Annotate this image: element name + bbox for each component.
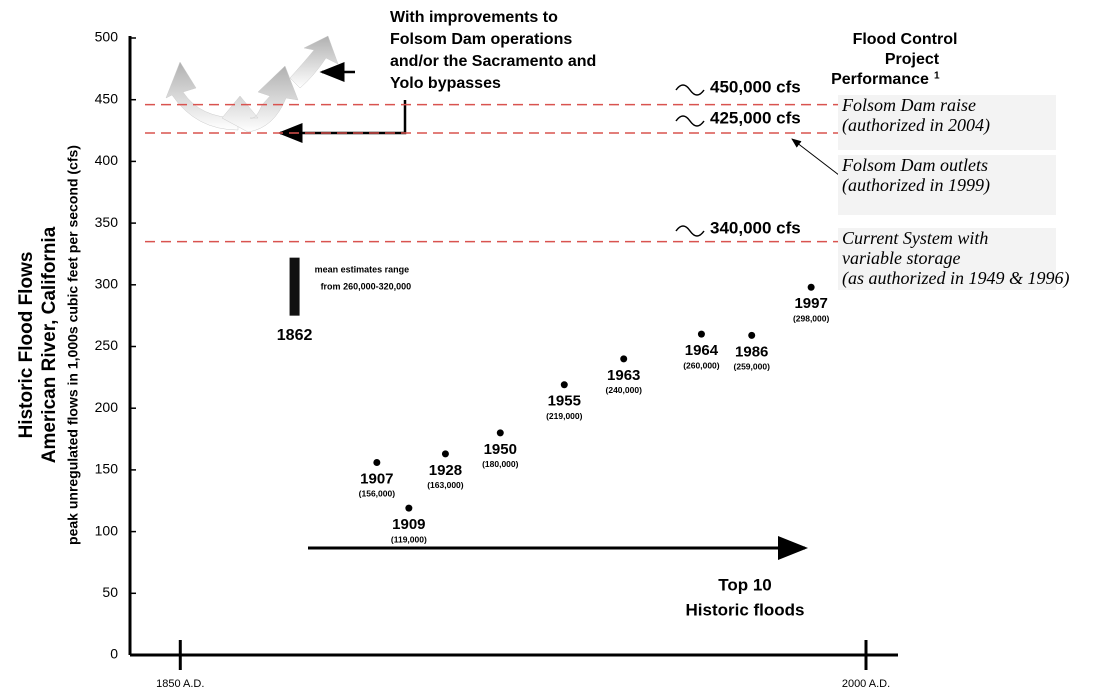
data-point [442, 450, 449, 457]
value-label: (219,000) [546, 411, 583, 421]
reference-label: 450,000 cfs [710, 77, 801, 96]
value-label: (156,000) [359, 489, 396, 499]
value-label: (163,000) [427, 480, 464, 490]
reference-description: (as authorized in 1949 & 1996) [842, 268, 1070, 289]
annotation: Yolo bypasses [390, 75, 501, 92]
data-point [748, 332, 755, 339]
header: Project [885, 51, 940, 68]
tilde [676, 116, 704, 126]
reference-description: (authorized in 2004) [842, 115, 990, 136]
trend-label: Top 10 [718, 575, 772, 594]
header: Flood Control [853, 31, 958, 48]
value-label: (259,000) [734, 362, 771, 372]
y-tick-label: 450 [95, 90, 119, 106]
data-point [373, 459, 380, 466]
y-tick-label: 200 [95, 399, 119, 415]
annotation: Folsom Dam operations [390, 31, 572, 48]
data-point [698, 331, 705, 338]
data-point [808, 284, 815, 291]
y-tick-label: 350 [95, 214, 119, 230]
point-label: 1950 [484, 441, 517, 458]
y-tick-label: 0 [110, 646, 118, 662]
point-label: 1928 [429, 462, 462, 479]
y-tick-label: 150 [95, 461, 119, 477]
range-bar [290, 258, 300, 316]
reference-label: 340,000 cfs [710, 218, 801, 237]
y-axis-title: American River, California [39, 226, 60, 463]
reference-description: Folsom Dam raise [841, 95, 976, 115]
x-tick-label: 1850 A.D. [156, 678, 204, 690]
point-label: 1986 [735, 343, 768, 360]
range-label: 1862 [277, 327, 313, 344]
tilde [676, 226, 704, 236]
chart: Historic Flood FlowsAmerican River, Cali… [0, 0, 1109, 692]
y-tick-label: 100 [95, 522, 119, 538]
y-tick-label: 500 [95, 29, 119, 45]
header: Performance [831, 71, 929, 88]
value-label: (240,000) [606, 385, 643, 395]
y-tick-label: 400 [95, 152, 119, 168]
data-point [620, 355, 627, 362]
y-tick-label: 300 [95, 276, 119, 292]
point-label: 1997 [794, 295, 827, 312]
point-label: 1955 [548, 393, 581, 410]
y-axis-title: peak unregulated flows in 1,000s cubic f… [65, 145, 81, 545]
value-label: (260,000) [683, 360, 720, 370]
data-point [497, 429, 504, 436]
point-label: 1963 [607, 367, 640, 384]
x-tick-label: 2000 A.D. [842, 678, 890, 690]
annotation: With improvements to [390, 9, 558, 26]
point-label: 1909 [392, 516, 425, 533]
reference-label: 425,000 cfs [710, 108, 801, 127]
range-note: from 260,000-320,000 [321, 281, 412, 291]
tilde [676, 85, 704, 95]
point-label: 1964 [685, 342, 719, 359]
page: Historic Flood FlowsAmerican River, Cali… [0, 0, 1109, 692]
y-axis-title: Historic Flood Flows [16, 252, 37, 439]
reference-description: Folsom Dam outlets [841, 155, 988, 175]
y-tick-label: 250 [95, 337, 119, 353]
footnote-marker: 1 [934, 71, 940, 82]
range-note: mean estimates range [315, 264, 410, 274]
trend-label: Historic floods [685, 600, 804, 619]
reference-description: variable storage [842, 248, 961, 268]
improvement-arrows [166, 36, 338, 132]
point-label: 1907 [360, 470, 393, 487]
annotation: and/or the Sacramento and [390, 53, 596, 70]
y-tick-label: 50 [102, 584, 118, 600]
reference-description: Current System with [842, 228, 988, 248]
value-label: (119,000) [391, 534, 427, 544]
reference-description: (authorized in 1999) [842, 175, 990, 196]
value-label: (180,000) [482, 459, 519, 469]
data-point [561, 381, 568, 388]
value-label: (298,000) [793, 314, 830, 324]
data-point [405, 505, 412, 512]
